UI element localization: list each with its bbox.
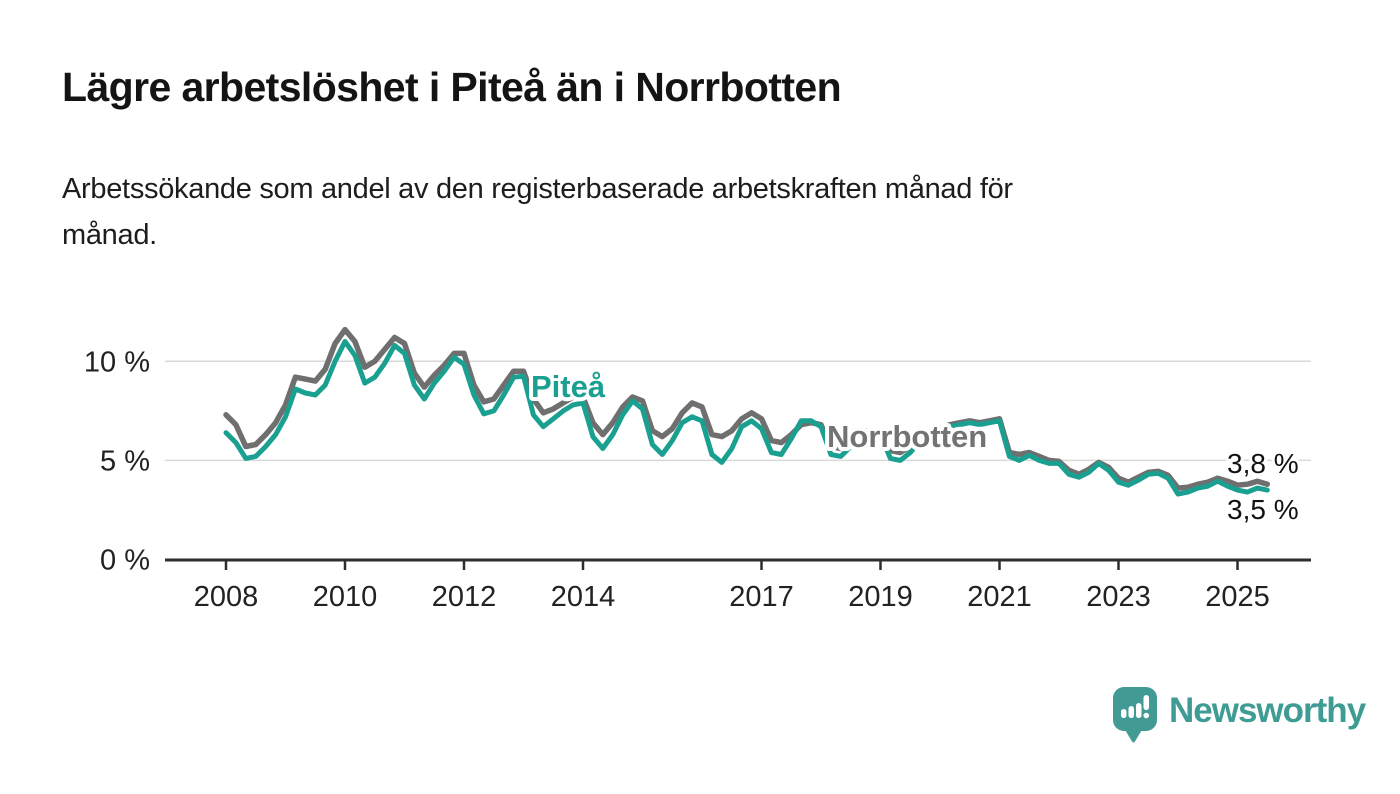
x-tick-label-2017: 2017 [729,581,794,613]
subtitle-line-1: Arbetssökande som andel av den registerb… [62,173,1013,205]
y-tick-label-0: 0 % [100,545,150,577]
x-tick-label-2023: 2023 [1086,581,1151,613]
pitea-end-value-label: 3,5 % [1227,494,1299,525]
x-tick-label-2008: 2008 [194,581,259,613]
subtitle-line-2: månad. [62,219,157,251]
gridlines [165,360,1311,462]
x-axis-ticks: 2008 2010 2012 2014 2017 2019 2021 2023 2025 [194,561,1270,613]
x-tick-label-2021: 2021 [967,581,1032,613]
y-axis-labels: 0 % 5 % 10 % [84,346,150,576]
newsworthy-speech-bubble-chart-icon [1113,687,1157,743]
page-title: Lägre arbetslöshet i Piteå än i Norrbott… [62,64,842,110]
norrbotten-line [223,326,1271,491]
y-tick-label-10: 10 % [84,346,150,378]
newsworthy-wordmark: Newsworthy [1169,691,1366,730]
y-tick-label-5: 5 % [100,445,150,477]
x-tick-label-2025: 2025 [1205,581,1270,613]
pitea-line [223,339,1270,497]
x-tick-label-2010: 2010 [313,581,378,613]
pitea-series-label: Piteå [531,369,606,404]
newsworthy-logo: Newsworthy [1112,686,1366,744]
x-tick-label-2019: 2019 [848,581,913,613]
x-tick-label-2014: 2014 [551,581,616,613]
norrbotten-end-value-label: 3,8 % [1227,448,1299,479]
chart-subtitle: Arbetssökande som andel av den registerb… [62,166,1013,258]
norrbotten-series-label: Norrbotten [827,419,987,454]
x-tick-label-2012: 2012 [432,581,497,613]
